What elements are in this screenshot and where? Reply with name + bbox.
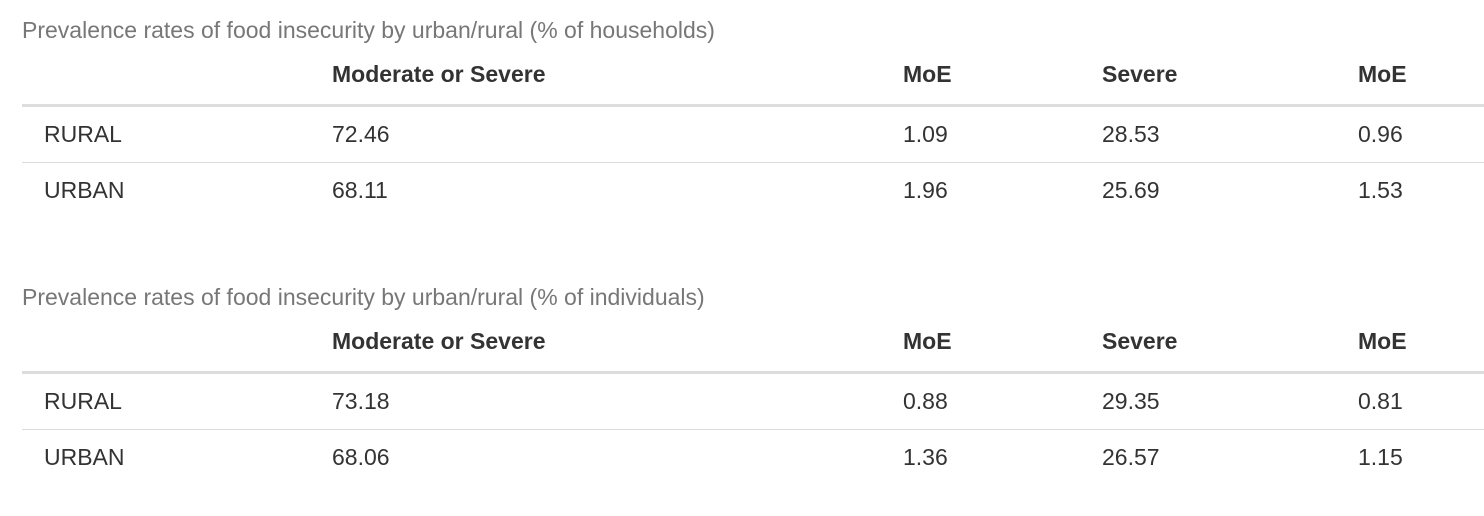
table-row: RURAL 73.18 0.88 29.35 0.81 xyxy=(22,373,1484,430)
column-header-area xyxy=(22,45,332,107)
individuals-table-section: Prevalence rates of food insecurity by u… xyxy=(22,282,1484,485)
table-row: URBAN 68.11 1.96 25.69 1.53 xyxy=(22,162,1484,218)
table-cell: 68.06 xyxy=(332,429,903,485)
table-cell: 26.57 xyxy=(1102,429,1358,485)
table-row: RURAL 72.46 1.09 28.53 0.96 xyxy=(22,106,1484,163)
table-row: URBAN 68.06 1.36 26.57 1.15 xyxy=(22,429,1484,485)
column-header-moe: MoE xyxy=(903,45,1102,107)
row-label: RURAL xyxy=(44,121,122,147)
households-table: Moderate or Severe MoE Severe MoE RURAL … xyxy=(22,45,1484,218)
table-caption: Prevalence rates of food insecurity by u… xyxy=(22,284,705,310)
table-cell: 1.36 xyxy=(903,429,1102,485)
table-cell: 1.96 xyxy=(903,162,1102,218)
households-table-section: Prevalence rates of food insecurity by u… xyxy=(22,15,1484,218)
table-cell: 1.15 xyxy=(1358,429,1484,485)
column-header-severe: Severe xyxy=(1102,312,1358,374)
column-header-moderate-or-severe: Moderate or Severe xyxy=(332,45,903,107)
table-cell: 0.88 xyxy=(903,388,948,414)
table-caption: Prevalence rates of food insecurity by u… xyxy=(22,17,715,43)
table-header-row: Moderate or Severe MoE Severe MoE xyxy=(22,312,1484,374)
column-header-moe: MoE xyxy=(1358,312,1484,374)
table-header-row: Moderate or Severe MoE Severe MoE xyxy=(22,45,1484,107)
row-label: URBAN xyxy=(22,429,332,485)
table-cell: 1.09 xyxy=(903,121,948,147)
table-cell: 68.11 xyxy=(332,162,903,218)
table-cell: 28.53 xyxy=(1102,121,1160,147)
table-cell: 1.53 xyxy=(1358,162,1484,218)
column-header-moderate-or-severe: Moderate or Severe xyxy=(332,312,903,374)
table-cell: 72.46 xyxy=(332,121,390,147)
table-cell: 73.18 xyxy=(332,388,390,414)
column-header-moe: MoE xyxy=(903,312,1102,374)
column-header-area xyxy=(22,312,332,374)
table-cell: 29.35 xyxy=(1102,388,1160,414)
table-cell: 25.69 xyxy=(1102,162,1358,218)
row-label: URBAN xyxy=(22,162,332,218)
row-label: RURAL xyxy=(44,388,122,414)
individuals-table: Moderate or Severe MoE Severe MoE RURAL … xyxy=(22,312,1484,485)
column-header-moe: MoE xyxy=(1358,45,1484,107)
table-cell: 0.96 xyxy=(1358,121,1403,147)
table-cell: 0.81 xyxy=(1358,388,1403,414)
column-header-severe: Severe xyxy=(1102,45,1358,107)
